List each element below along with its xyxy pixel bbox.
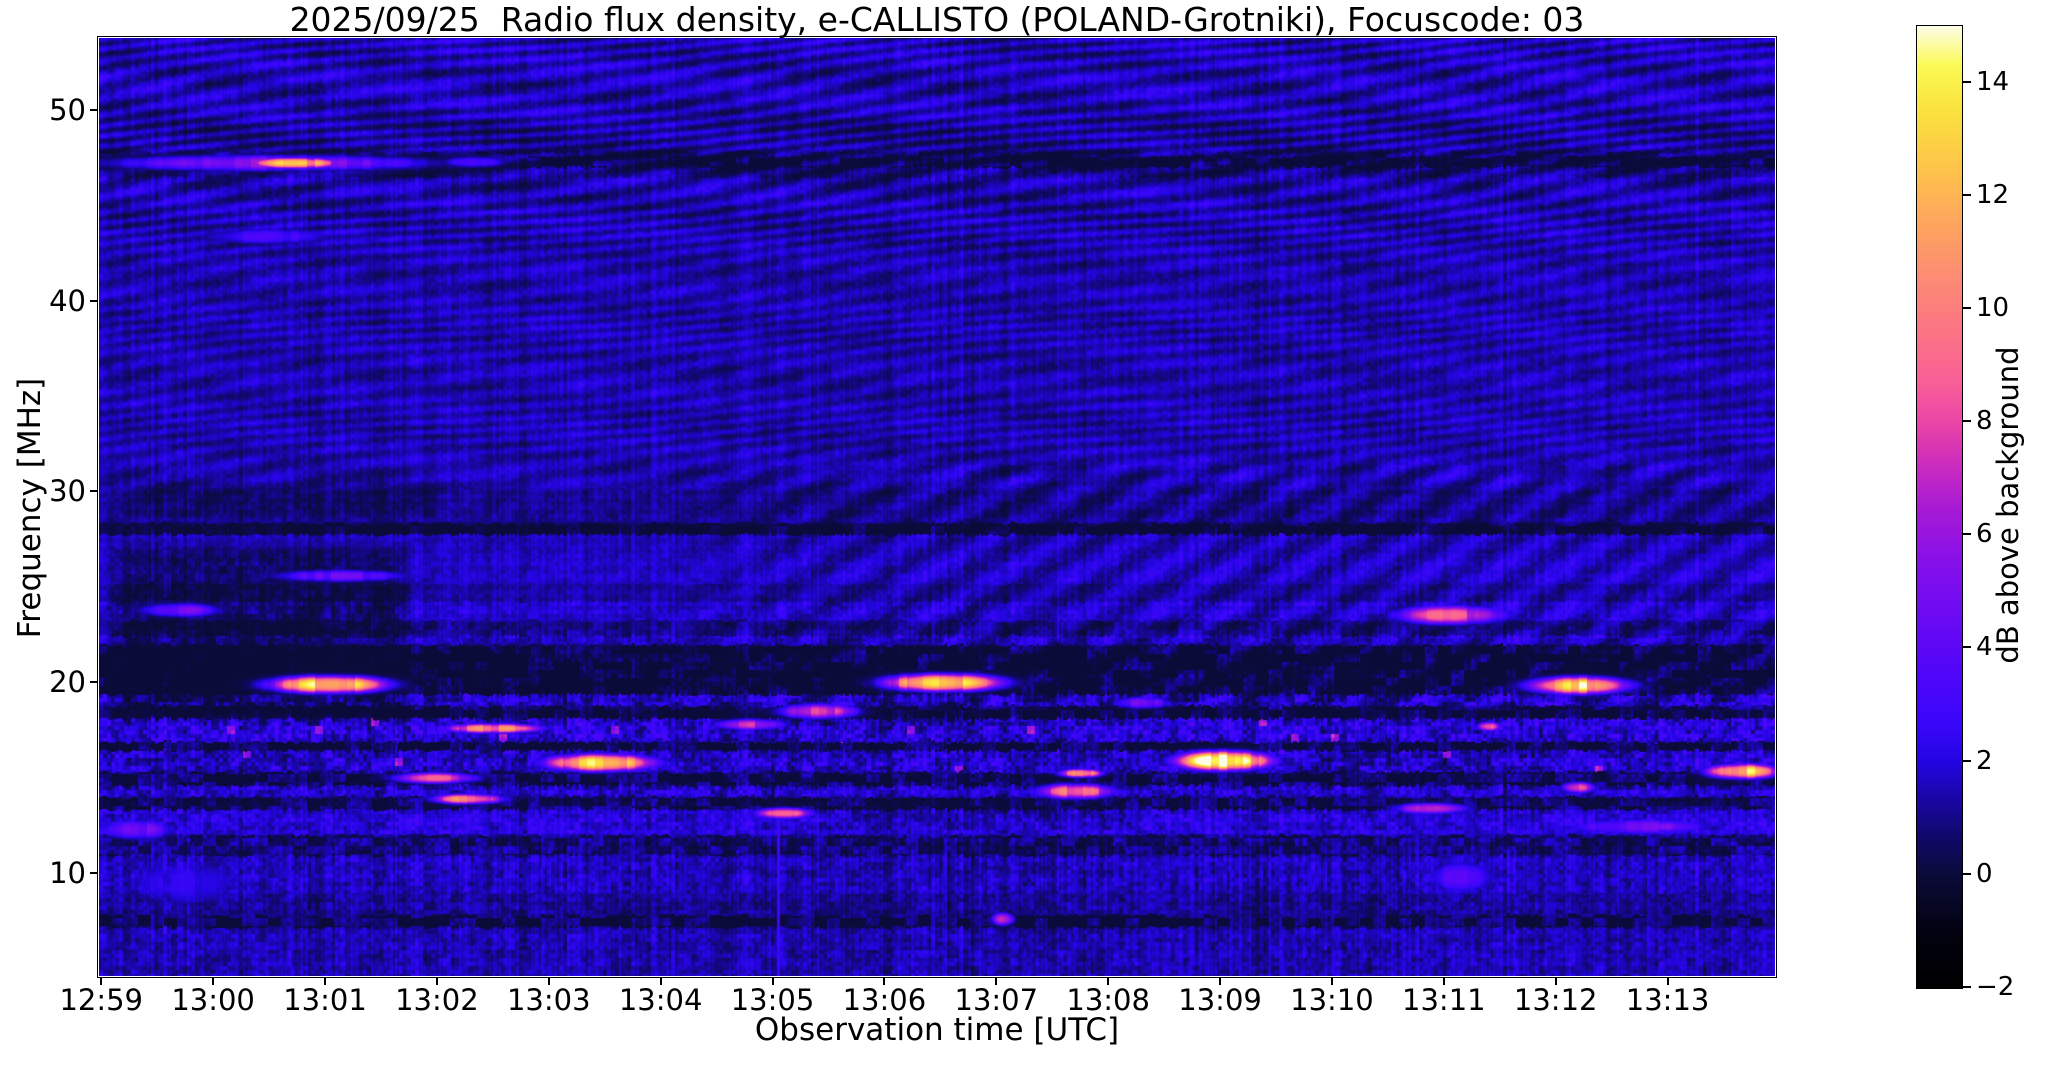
y-tick-label: 50 [49, 93, 86, 128]
x-tick-mark [1554, 977, 1557, 985]
x-tick-mark [1330, 977, 1333, 985]
x-tick-label: 13:10 [1290, 983, 1374, 1017]
x-tick-label: 13:05 [730, 983, 815, 1017]
y-tick-label: 10 [49, 855, 86, 890]
x-tick-label: 13:13 [1625, 983, 1710, 1017]
y-tick-label: 40 [49, 283, 86, 318]
y-tick-label: 20 [49, 665, 86, 700]
colorbar-tick-mark [1963, 80, 1971, 83]
colorbar-tick-label: 0 [1976, 858, 1993, 889]
colorbar-tick-label: −2 [1976, 972, 2015, 1002]
colorbar-tick-label: 14 [1976, 66, 2010, 97]
x-tick-label: 13:09 [1178, 983, 1262, 1017]
x-tick-label: 13:02 [395, 983, 479, 1017]
colorbar-tick-mark [1963, 986, 1971, 988]
colorbar-tick-mark [1963, 533, 1971, 536]
x-tick-mark [547, 977, 550, 985]
x-tick-label: 13:06 [842, 983, 927, 1017]
x-axis-label: Observation time [UTC] [754, 1012, 1120, 1048]
colorbar-tick-label: 2 [1976, 745, 1993, 776]
colorbar-tick-mark [1963, 872, 1971, 875]
colorbar-tick-mark [1963, 759, 1971, 762]
spectrogram-canvas [99, 38, 1775, 976]
x-tick-mark [883, 977, 886, 985]
colorbar-tick-label: 10 [1976, 292, 2010, 323]
y-tick-mark [90, 299, 98, 302]
colorbar-tick-label: 8 [1976, 406, 1993, 437]
x-tick-mark [435, 977, 438, 985]
x-tick-label: 13:08 [1066, 983, 1150, 1017]
x-tick-mark [1107, 977, 1110, 985]
x-tick-mark [324, 977, 326, 985]
x-tick-label: 13:03 [506, 983, 591, 1017]
x-tick-mark [659, 977, 662, 985]
colorbar-tick-mark [1963, 420, 1971, 423]
x-tick-mark [1219, 977, 1222, 985]
x-tick-mark [771, 977, 774, 985]
colorbar-tick-label: 4 [1976, 632, 1993, 663]
x-tick-label: 13:11 [1402, 983, 1486, 1017]
y-tick-mark [90, 490, 98, 493]
colorbar [1916, 25, 1963, 989]
colorbar-tick-mark [1963, 193, 1971, 196]
x-tick-label: 13:07 [954, 983, 1039, 1017]
x-tick-mark [212, 977, 215, 985]
x-tick-label: 13:00 [171, 983, 255, 1017]
x-tick-label: 13:12 [1513, 983, 1598, 1017]
x-tick-label: 12:59 [59, 983, 144, 1017]
colorbar-tick-mark [1963, 306, 1971, 309]
y-tick-mark [90, 681, 98, 684]
plot-title: 2025/09/25 Radio flux density, e-CALLIST… [289, 0, 1585, 39]
y-tick-mark [90, 109, 98, 112]
y-tick-label: 30 [49, 474, 86, 509]
x-tick-mark [100, 977, 103, 985]
colorbar-tick-mark [1963, 646, 1971, 649]
x-tick-mark [995, 977, 998, 985]
x-tick-mark [1442, 977, 1445, 985]
x-tick-label: 13:01 [283, 983, 367, 1017]
x-tick-mark [1666, 977, 1669, 985]
colorbar-tick-label: 6 [1976, 519, 1993, 550]
x-tick-label: 13:04 [618, 983, 703, 1017]
y-tick-mark [90, 871, 98, 874]
colorbar-tick-label: 12 [1976, 179, 2010, 210]
